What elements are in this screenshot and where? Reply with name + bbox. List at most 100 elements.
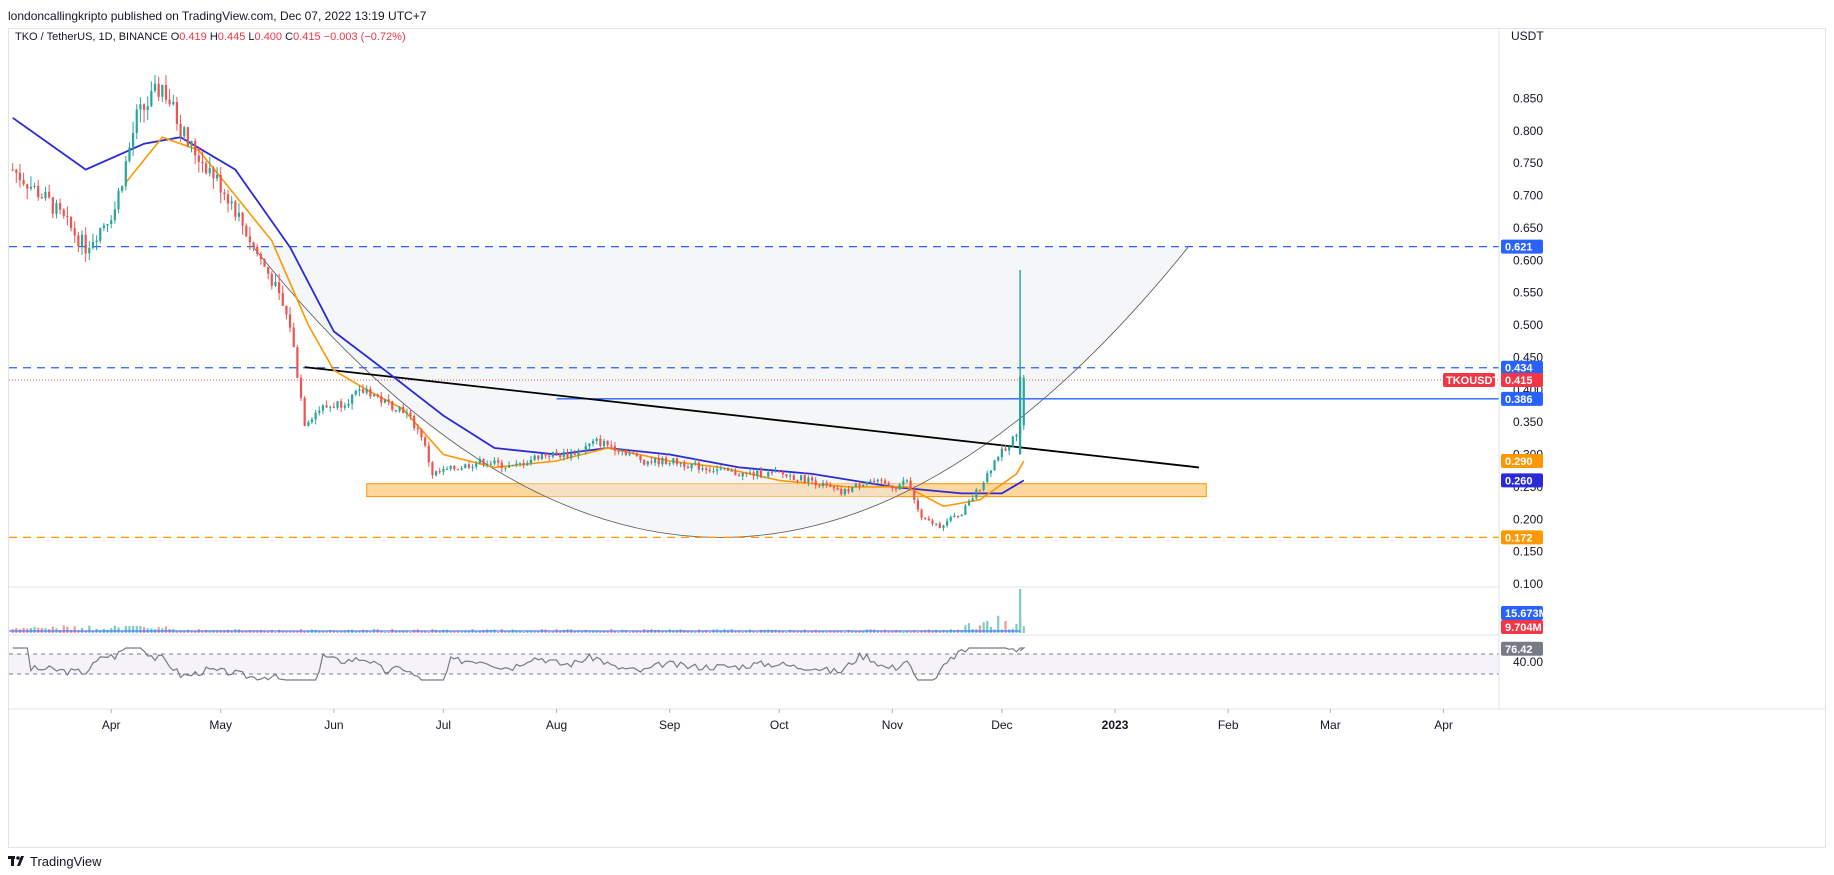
trendline (304, 366, 1200, 469)
volume-bar (891, 631, 894, 633)
candle-body (621, 450, 624, 452)
candle-body (48, 191, 51, 198)
candle-body (420, 429, 423, 438)
candle-body (792, 475, 795, 480)
volume-bar (734, 631, 737, 633)
candle-body (168, 99, 171, 105)
candle-body (770, 472, 773, 474)
volume-bar (208, 630, 211, 633)
volume-bar (664, 630, 668, 633)
ma-badge-0-bg (1501, 453, 1543, 468)
candle-body (953, 515, 956, 518)
candle-body (774, 470, 777, 473)
candle-body (679, 463, 682, 465)
candle-body (394, 409, 398, 412)
volume-bar (464, 631, 467, 633)
level-badge-0-bg (1501, 239, 1543, 254)
candle-body (653, 457, 657, 463)
volume-bar (256, 630, 259, 633)
candle-body (241, 212, 244, 226)
candle-body (858, 483, 861, 487)
volume-bar (559, 630, 562, 633)
x-tick-label: Mar (1320, 718, 1341, 732)
volume-bar (318, 631, 321, 633)
x-tick-label: Oct (770, 718, 789, 732)
candle-body (537, 455, 540, 460)
volume-bar (635, 631, 638, 633)
candle-body (124, 161, 127, 187)
ema-fast-line (125, 136, 1025, 508)
volume-bar (332, 630, 335, 633)
candle-body (51, 197, 54, 214)
x-tick-label: May (209, 718, 232, 732)
candle-body (851, 487, 854, 492)
volume-bar (194, 630, 197, 633)
volume-bar (591, 631, 595, 633)
volume-bar (694, 631, 697, 633)
candle-body (986, 473, 989, 483)
volume-bar (880, 631, 883, 633)
candle-body (949, 517, 952, 521)
volume-bar (99, 630, 102, 633)
candle-body (245, 225, 248, 237)
volume-bar (59, 630, 62, 633)
candle-body (800, 475, 803, 481)
volume-bar (836, 630, 839, 633)
candle-body (935, 523, 938, 525)
candle-body (1011, 436, 1014, 447)
volume-bar (157, 627, 160, 633)
volume-bar (792, 630, 795, 633)
y-tick-label: 0.800 (1513, 124, 1543, 138)
candle-body (891, 485, 894, 489)
candle-body (1000, 448, 1003, 458)
candle-body (902, 480, 905, 485)
volume-bar (263, 630, 266, 633)
candle-body (595, 438, 598, 441)
volume-bar (248, 630, 252, 633)
volume-bar (577, 630, 580, 633)
volume-bar (978, 625, 982, 633)
candle-body (91, 242, 95, 249)
volume-bar (387, 631, 390, 633)
candle-body (372, 394, 376, 397)
volume-bar (756, 631, 759, 633)
candle-body (186, 127, 189, 146)
candle-body (975, 489, 978, 499)
volume-bar (967, 623, 971, 633)
candle-body (413, 416, 416, 429)
y-tick-label: 0.650 (1513, 221, 1543, 235)
y-tick-label: 0.500 (1513, 318, 1543, 332)
volume-bar (887, 631, 890, 633)
candle-body (818, 485, 821, 487)
candle-body (540, 453, 544, 460)
volume-bar (22, 627, 25, 633)
volume-bar (383, 631, 387, 633)
candle-body (205, 163, 208, 174)
volume-bar (336, 631, 339, 633)
candle-body (219, 174, 222, 193)
price-chart[interactable]: TKO / TetherUS, 1D, BINANCE O0.419 H0.44… (9, 29, 1825, 847)
volume-bar (588, 630, 591, 633)
candle-body (267, 266, 270, 274)
chart-frame[interactable]: TKO / TetherUS, 1D, BINANCE O0.419 H0.44… (8, 28, 1826, 848)
candle-body (821, 482, 825, 486)
open-value: 0.419 (179, 31, 210, 43)
level-badge-0: 0.621 (1505, 242, 1533, 254)
volume-bar (526, 631, 529, 633)
volume-bar (745, 630, 748, 633)
volume-bar (986, 620, 989, 633)
volume-bar (449, 630, 452, 633)
footer-brand-text: TradingView (30, 853, 102, 869)
candle-body (916, 500, 920, 510)
rsi-value-badge: 76.42 (1505, 644, 1533, 656)
candle-body (11, 169, 14, 171)
candle-body (723, 467, 726, 469)
candle-body (1008, 446, 1011, 451)
volume-bar (259, 630, 262, 633)
volume-bar (851, 631, 854, 633)
candle-body (613, 446, 617, 451)
candle-body (931, 520, 934, 524)
candle-body (223, 192, 226, 195)
candle-body (99, 227, 102, 241)
candle-body (624, 450, 627, 455)
